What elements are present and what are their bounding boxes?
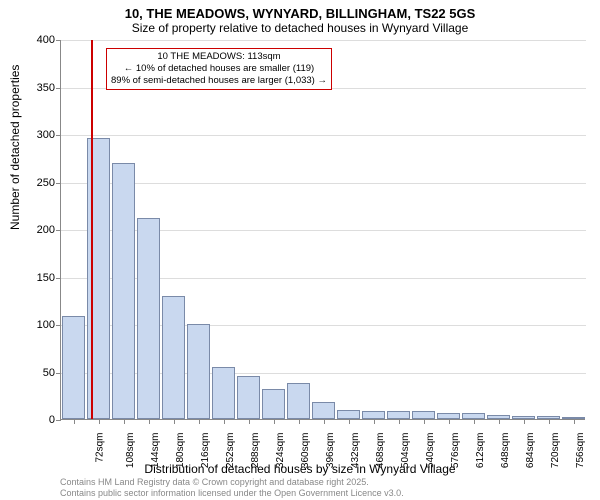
xtick-mark [324,419,325,424]
ytick-mark [56,373,61,374]
xtick-label: 72sqm [94,433,105,463]
histogram-bar [387,411,411,419]
chart-title: 10, THE MEADOWS, WYNYARD, BILLINGHAM, TS… [0,0,600,21]
xtick-mark [199,419,200,424]
ytick-mark [56,420,61,421]
ytick-mark [56,278,61,279]
ytick-label: 300 [25,129,55,141]
xtick-mark [399,419,400,424]
ytick-mark [56,40,61,41]
chart-subtitle: Size of property relative to detached ho… [0,21,600,35]
annotation-line: 10 THE MEADOWS: 113sqm [111,51,327,63]
xtick-mark [274,419,275,424]
xtick-mark [549,419,550,424]
ytick-label: 400 [25,34,55,46]
ytick-label: 250 [25,177,55,189]
xtick-mark [524,419,525,424]
ytick-mark [56,183,61,184]
y-axis-label: Number of detached properties [8,65,22,230]
annotation-line: 89% of semi-detached houses are larger (… [111,75,327,87]
plot-area-wrap: 05010015020025030035040072sqm108sqm144sq… [60,40,585,420]
annotation-box: 10 THE MEADOWS: 113sqm← 10% of detached … [106,48,332,90]
ytick-mark [56,88,61,89]
histogram-bar [62,316,86,419]
histogram-bar [212,367,236,419]
xtick-mark [499,419,500,424]
x-axis-label: Distribution of detached houses by size … [0,462,600,476]
histogram-bar [162,296,186,420]
histogram-bar [412,411,436,419]
xtick-mark [424,419,425,424]
histogram-bar [287,383,311,419]
xtick-mark [574,419,575,424]
xtick-mark [174,419,175,424]
xtick-mark [74,419,75,424]
ytick-label: 150 [25,272,55,284]
xtick-mark [124,419,125,424]
gridline-h [61,40,586,41]
xtick-mark [374,419,375,424]
footer-line-1: Contains HM Land Registry data © Crown c… [60,477,404,487]
xtick-mark [299,419,300,424]
histogram-bar [312,402,336,419]
histogram-bar [112,163,136,420]
footer-attribution: Contains HM Land Registry data © Crown c… [60,477,404,498]
annotation-line: ← 10% of detached houses are smaller (11… [111,63,327,75]
histogram-bar [187,324,211,419]
ytick-mark [56,230,61,231]
xtick-mark [224,419,225,424]
xtick-mark [349,419,350,424]
xtick-mark [99,419,100,424]
gridline-h [61,135,586,136]
plot-area: 05010015020025030035040072sqm108sqm144sq… [60,40,585,420]
xtick-mark [449,419,450,424]
gridline-h [61,183,586,184]
ytick-label: 350 [25,82,55,94]
xtick-mark [474,419,475,424]
histogram-bar [137,218,161,419]
ytick-mark [56,135,61,136]
ytick-label: 0 [25,414,55,426]
xtick-mark [249,419,250,424]
ytick-mark [56,325,61,326]
ytick-label: 200 [25,224,55,236]
chart-container: 10, THE MEADOWS, WYNYARD, BILLINGHAM, TS… [0,0,600,500]
histogram-bar [337,410,361,420]
xtick-mark [149,419,150,424]
histogram-bar [237,376,261,419]
histogram-bar [362,411,386,419]
footer-line-2: Contains public sector information licen… [60,488,404,498]
ytick-label: 100 [25,319,55,331]
property-marker-line [91,40,93,419]
histogram-bar [262,389,286,419]
ytick-label: 50 [25,367,55,379]
